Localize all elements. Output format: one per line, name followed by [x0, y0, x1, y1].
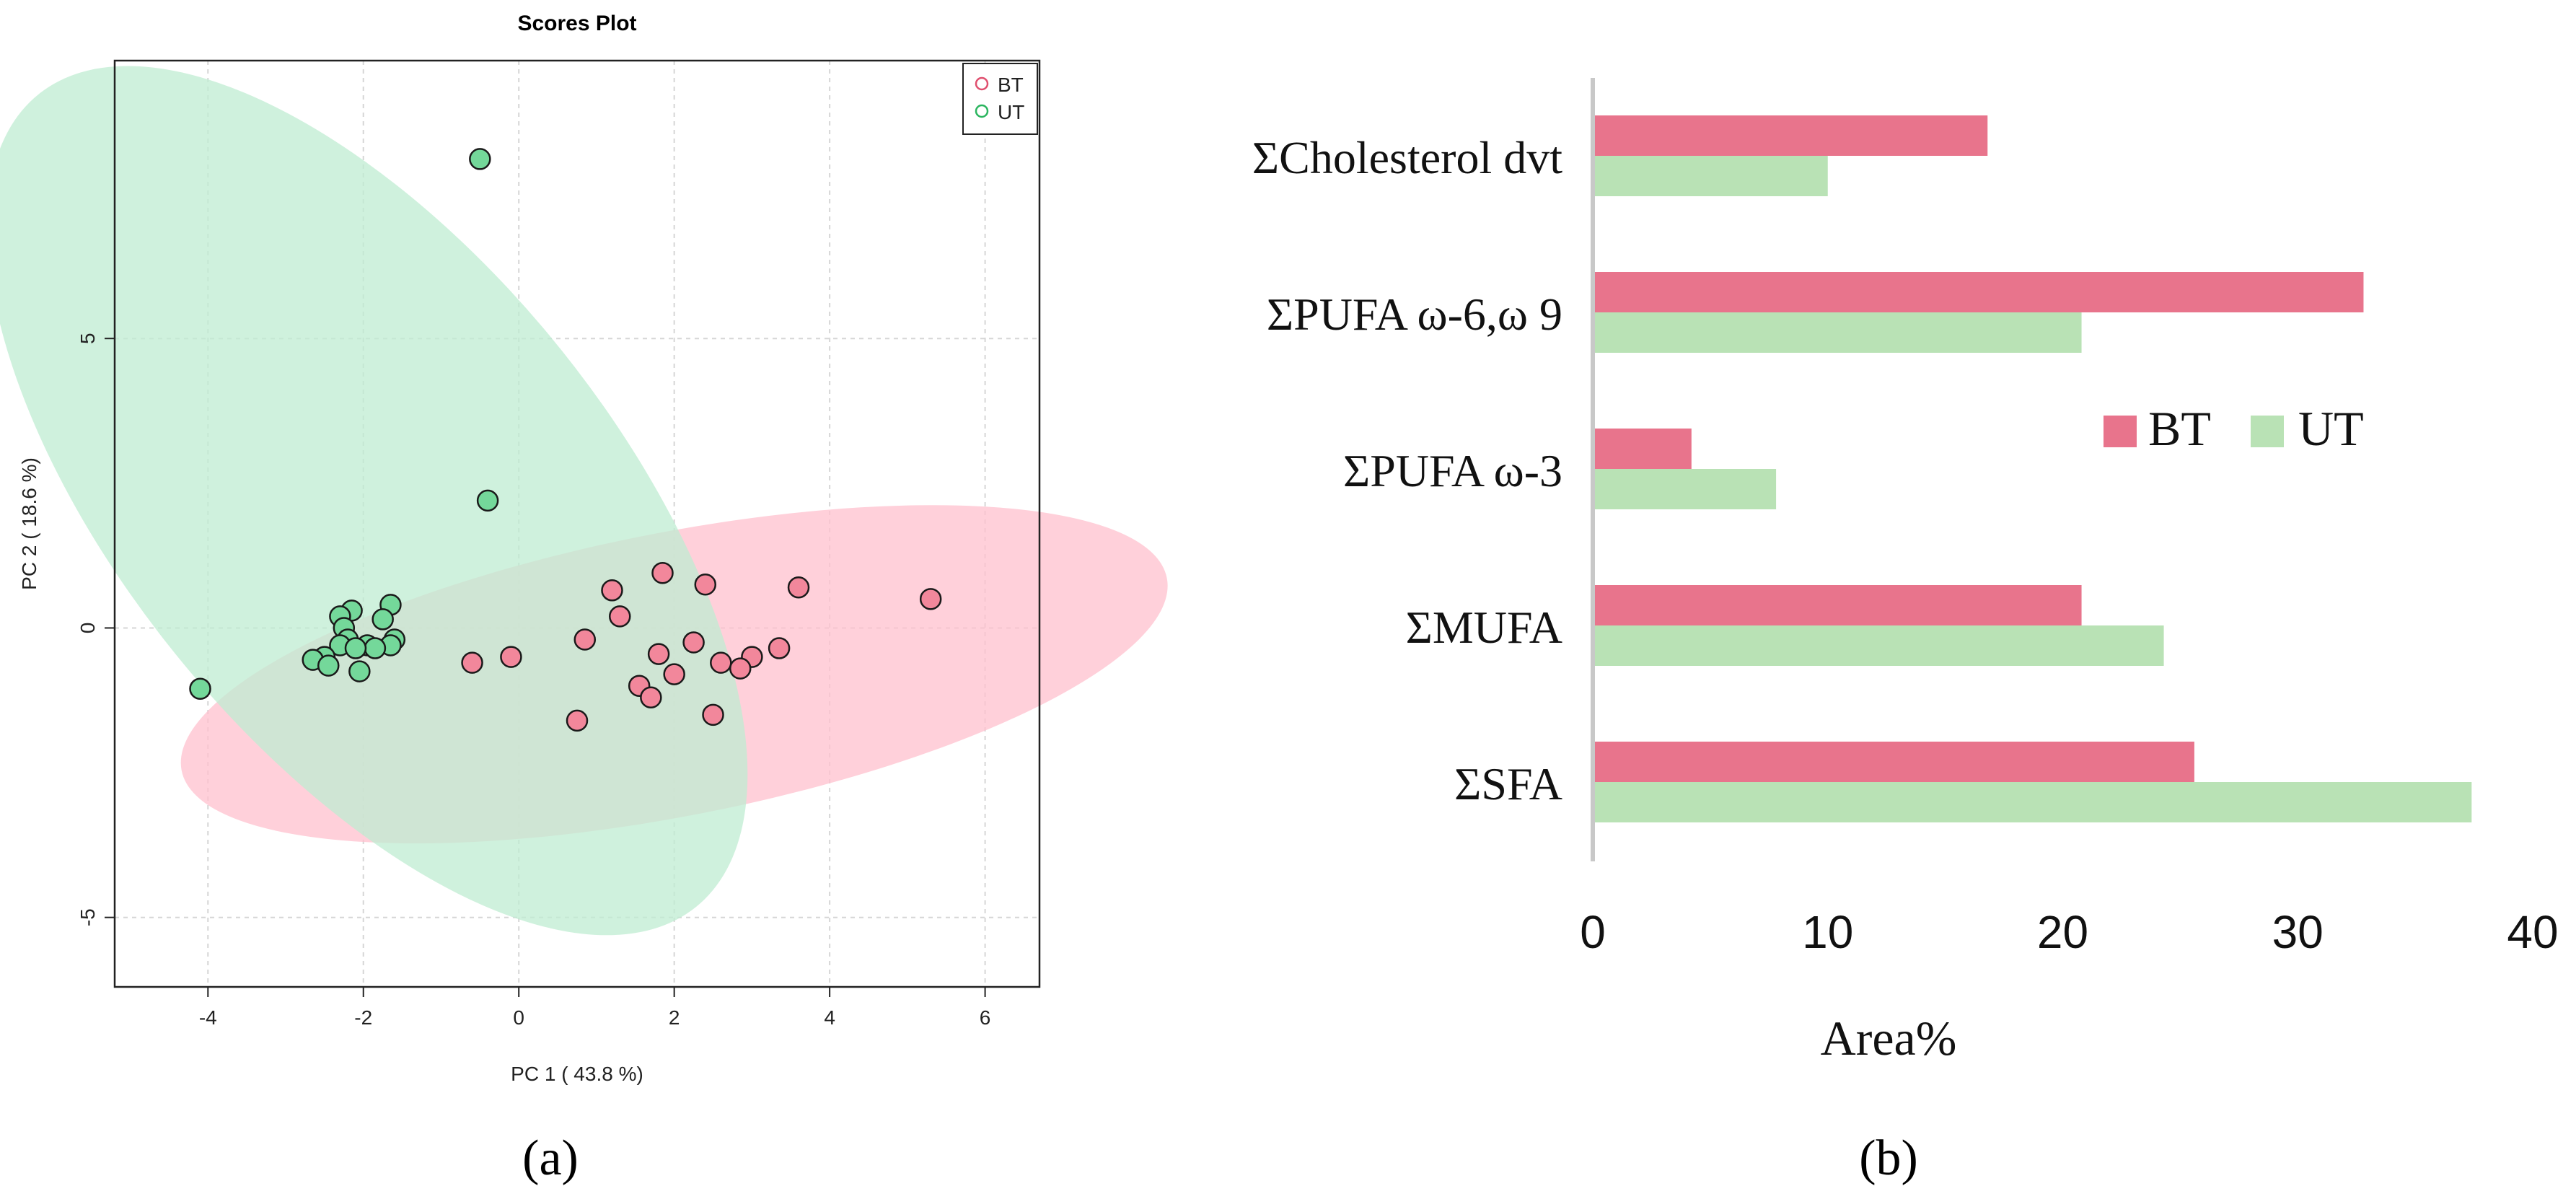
bar-x-tick-label: 30	[2272, 906, 2324, 958]
point-bt	[768, 637, 791, 659]
scores-plot-y-label: PC 2 ( 18.6 %)	[18, 457, 40, 590]
legend-bt-swatch-icon	[2104, 416, 2137, 447]
point-bt	[573, 628, 597, 651]
bar-ut	[1593, 782, 2472, 822]
bar-x-tick-label: 10	[1802, 906, 1853, 958]
category-label: ΣCholesterol dvt	[1252, 132, 1562, 183]
bar-bt	[1593, 272, 2364, 312]
category-label: ΣMUFA	[1406, 602, 1562, 653]
bar-legend-ut-label: UT	[2298, 401, 2364, 456]
point-ut	[372, 608, 394, 631]
point-bt	[651, 561, 674, 584]
y-tick-label: 0	[76, 623, 99, 634]
point-bt	[729, 657, 752, 680]
legend-ut-label: UT	[998, 101, 1024, 123]
bar-x-tick-label: 20	[2037, 906, 2088, 958]
point-bt	[787, 576, 810, 599]
scores-plot-title: Scores Plot	[517, 12, 636, 35]
scores-plot-legend: BT UT	[962, 63, 1038, 135]
bar-legend-bt-label: BT	[2148, 401, 2211, 456]
category-label: ΣSFA	[1454, 758, 1562, 809]
point-bt	[601, 579, 623, 602]
category-label: ΣPUFA ω-3	[1343, 445, 1562, 496]
fatty-acid-bar-chart: ΣCholesterol dvt ΣPUFA ω-6,ω 9 ΣPUFA ω-3 ΣM…	[1252, 78, 2559, 1066]
legend-bt-marker-icon	[975, 76, 989, 91]
bar-chart-bars	[1593, 115, 2472, 822]
bar-x-tick-label: 40	[2507, 906, 2558, 958]
point-ut	[348, 660, 371, 682]
legend-ut-marker-icon	[975, 104, 989, 118]
legend-ut-swatch-icon	[2251, 416, 2284, 447]
point-ut	[189, 677, 211, 700]
scores-plot-frame	[113, 59, 1041, 988]
bar-bt	[1593, 115, 1988, 156]
bar-x-tick-label: 0	[1580, 906, 1606, 958]
point-bt	[647, 643, 670, 665]
point-ut	[469, 148, 491, 170]
x-tick-label: -4	[199, 1006, 217, 1029]
category-label: ΣPUFA ω-6,ω 9	[1267, 289, 1562, 340]
scores-plot-x-label: PC 1 ( 43.8 %)	[511, 1063, 643, 1085]
point-ut	[344, 637, 367, 659]
x-tick-label: -2	[354, 1006, 372, 1029]
point-ut	[476, 489, 499, 512]
bar-ut	[1593, 312, 2082, 353]
x-tick-label: 0	[513, 1006, 524, 1029]
bar-chart-legend: BT UT	[2104, 401, 2364, 456]
legend-box	[962, 63, 1038, 135]
x-tick-label: 6	[980, 1006, 991, 1029]
point-bt	[500, 646, 522, 668]
point-bt	[566, 709, 589, 732]
point-bt	[461, 651, 483, 674]
scores-plot-x-axis: -4 -2 0 2 4 6	[199, 987, 991, 1029]
point-ut	[364, 637, 387, 659]
point-bt	[694, 574, 717, 596]
scores-plot: Scores Plot -4 -2 0 2 4 6 -5 0 5 PC 1 ( 43.8 %)…	[0, 12, 1168, 1085]
point-bt	[702, 703, 724, 726]
legend-bt-label: BT	[998, 74, 1024, 96]
x-tick-label: 4	[824, 1006, 835, 1029]
bar-ut	[1593, 469, 1777, 509]
point-bt	[710, 651, 732, 674]
point-bt	[663, 663, 685, 685]
point-bt	[640, 686, 662, 708]
point-bt	[682, 631, 705, 654]
bar-ut	[1593, 156, 1828, 196]
scores-plot-y-axis: -5 0 5	[76, 333, 115, 926]
point-bt	[609, 605, 631, 628]
panel-label-b: (b)	[1859, 1130, 1918, 1186]
bar-ut	[1593, 625, 2164, 666]
x-tick-label: 2	[669, 1006, 680, 1029]
bar-bt	[1593, 429, 1692, 469]
confidence-ellipse-ut	[0, 66, 748, 936]
y-tick-label: 5	[76, 333, 99, 344]
bar-bt	[1593, 585, 2082, 625]
bar-chart-category-labels: ΣCholesterol dvt ΣPUFA ω-6,ω 9 ΣPUFA ω-3 ΣM…	[1252, 132, 1562, 809]
y-tick-label: -5	[76, 908, 99, 926]
bar-chart-x-axis: 0 10 20 30 40	[1580, 906, 2558, 958]
scores-plot-ellipses	[0, 66, 1168, 936]
scores-plot-points	[189, 148, 942, 732]
point-ut	[317, 654, 340, 677]
bar-bt	[1593, 742, 2194, 782]
point-bt	[919, 588, 942, 610]
bar-chart-x-label: Area%	[1821, 1011, 1957, 1066]
panel-label-a: (a)	[522, 1130, 579, 1186]
